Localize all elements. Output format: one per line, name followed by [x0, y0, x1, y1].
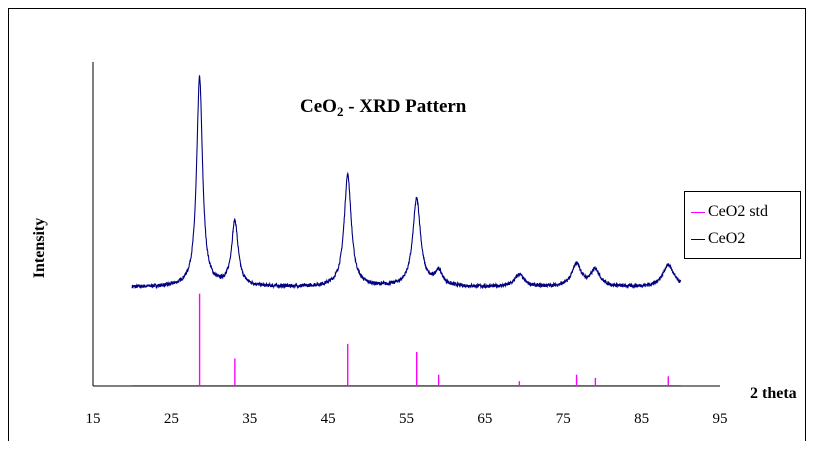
x-tick-labels: 15 25 35 45 55 65 75 85 95 [86, 411, 728, 427]
series-ceo2-std [132, 293, 681, 386]
x-tick-label: 55 [399, 411, 414, 427]
legend: CeO2 std CeO2 [684, 191, 801, 259]
legend-item-ceo2: CeO2 [691, 228, 745, 250]
legend-swatch-ceo2-std [691, 211, 705, 213]
chart-title-subscript: 2 [336, 104, 344, 119]
ceo2-pattern-line [131, 74, 682, 290]
x-tick-label: 85 [634, 411, 649, 427]
legend-item-ceo2-std: CeO2 std [691, 201, 768, 223]
legend-label-ceo2-std: CeO2 std [708, 203, 768, 220]
legend-swatch-ceo2 [691, 238, 705, 240]
x-tick-label: 65 [477, 411, 492, 427]
x-tick-label: 15 [86, 411, 101, 427]
series-ceo2 [131, 74, 682, 290]
x-tick-label: 95 [713, 411, 728, 427]
chart-title-rest: - XRD Pattern [343, 96, 467, 117]
x-tick-label: 45 [321, 411, 336, 427]
x-tick-label: 35 [242, 411, 257, 427]
legend-label-ceo2: CeO2 [708, 230, 746, 247]
x-tick-label: 25 [164, 411, 179, 427]
chart-title: CeO2 - XRD Pattern [300, 96, 560, 120]
x-axis-title: 2 theta [750, 385, 797, 402]
chart-title-main: CeO [300, 96, 337, 117]
x-tick-label: 75 [556, 411, 571, 427]
y-axis-title: Intensity [31, 217, 48, 279]
chart-area [8, 8, 806, 441]
